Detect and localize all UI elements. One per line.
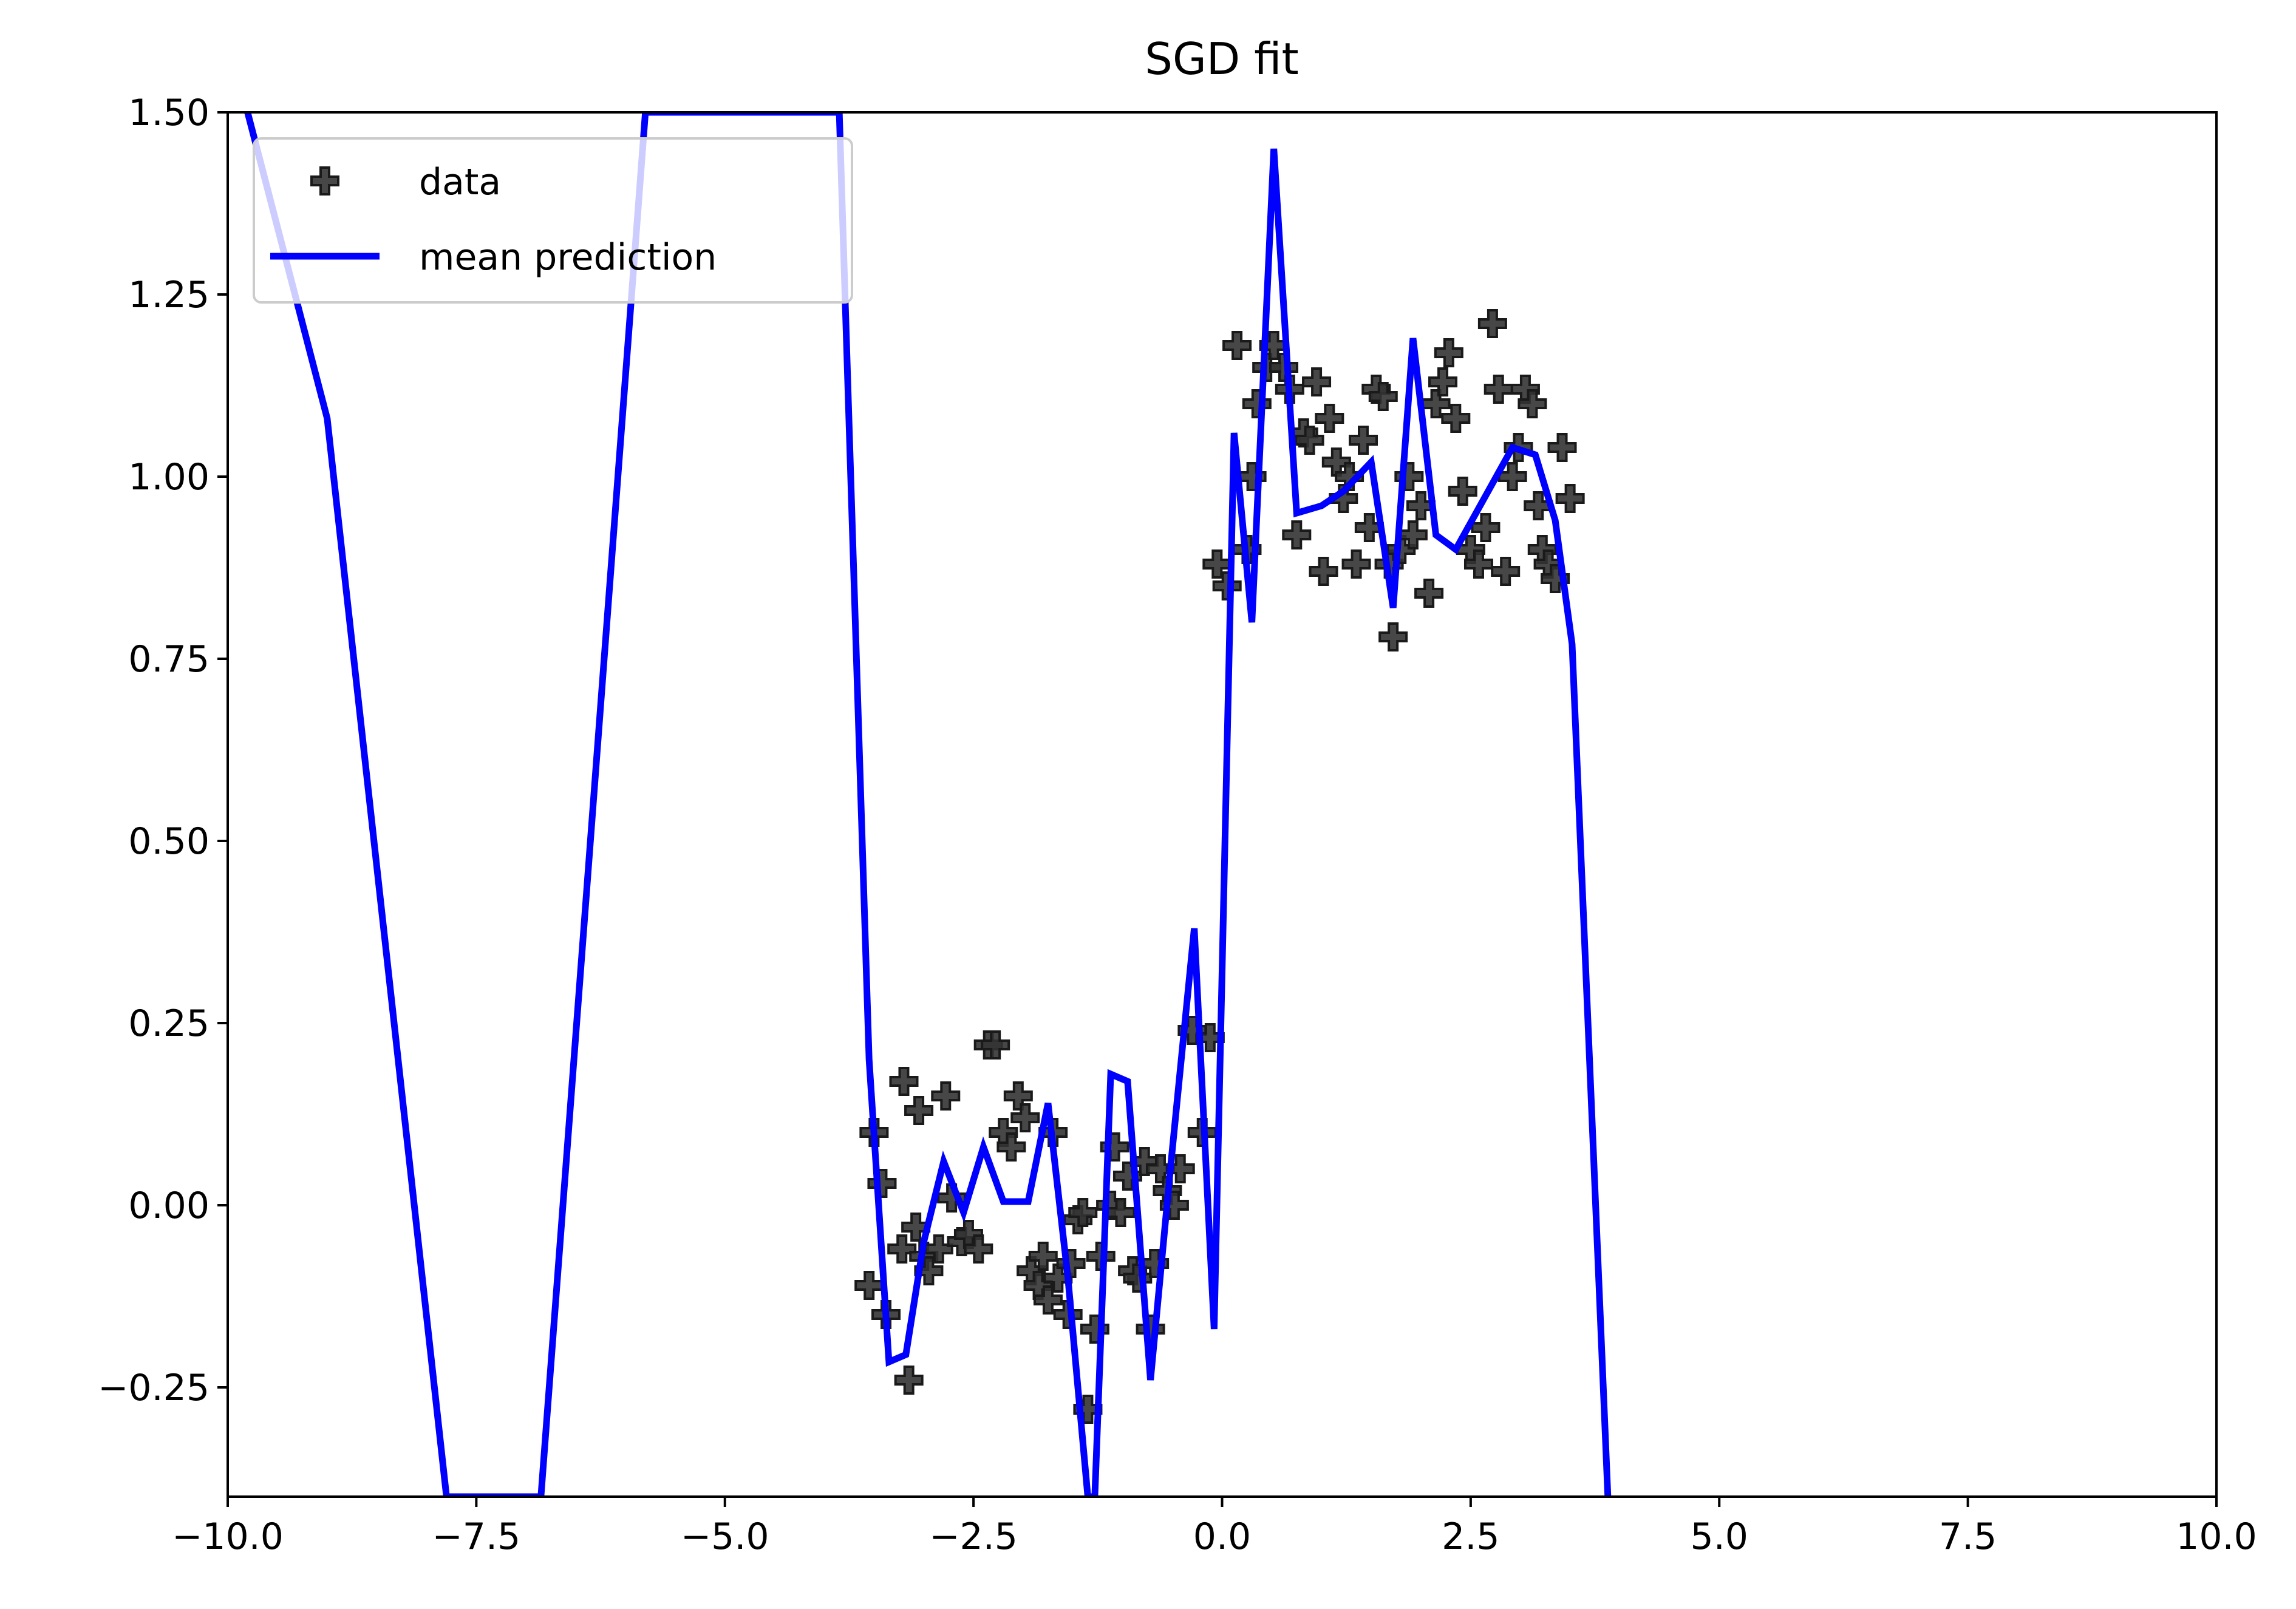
data-point (1477, 309, 1507, 338)
x-tick-label: 10.0 (2176, 1515, 2257, 1558)
data-point (1484, 375, 1513, 404)
y-tick-label: −0.25 (98, 1367, 210, 1409)
data-point (1448, 477, 1477, 506)
data-point (1518, 389, 1547, 418)
data-point (1096, 1191, 1126, 1220)
data-point (1242, 389, 1272, 418)
data-point (1302, 367, 1332, 396)
x-tick-label: 7.5 (1939, 1515, 1997, 1558)
mean-prediction-line (243, 112, 1612, 1497)
data-point (1441, 404, 1471, 433)
data-point (1329, 484, 1358, 513)
data-point (894, 1366, 924, 1395)
data-point (1259, 331, 1289, 360)
x-tick-label: −10.0 (172, 1515, 284, 1558)
data-point (1341, 549, 1371, 579)
y-axis: −0.25 0.00 0.25 0.50 0.75 1.00 1.25 1.50 (98, 92, 228, 1409)
data-point (1028, 1242, 1058, 1271)
legend-data-label: data (419, 161, 501, 203)
y-tick-label: 1.25 (128, 274, 210, 316)
data-point (901, 1213, 931, 1242)
y-tick-label: 0.00 (128, 1185, 210, 1227)
data-point (1033, 1285, 1063, 1315)
mean-prediction-layer (243, 112, 1612, 1497)
data-point (1378, 622, 1408, 651)
data-point (981, 1030, 1010, 1060)
plot-frame (227, 111, 2218, 1498)
data-point (1386, 535, 1416, 564)
data-point (1309, 557, 1338, 586)
data-point (1394, 462, 1424, 491)
data-point (854, 1271, 884, 1300)
data-point (1555, 484, 1585, 513)
data-point (1222, 331, 1252, 360)
data-point (1282, 520, 1312, 549)
data-point (1202, 549, 1232, 579)
data-point (914, 1256, 944, 1285)
x-tick-label: −7.5 (432, 1515, 521, 1558)
data-point (1010, 1103, 1040, 1132)
data-point (889, 1067, 919, 1096)
data-point (867, 1169, 897, 1198)
data-point (1547, 433, 1577, 462)
data-point (1354, 513, 1384, 542)
x-tick-label: −2.5 (929, 1515, 1018, 1558)
data-point (931, 1081, 961, 1111)
x-tick-label: 5.0 (1691, 1515, 1748, 1558)
data-point (1315, 404, 1344, 433)
data-points (854, 309, 1585, 1424)
data-point (887, 1234, 917, 1264)
data-point (904, 1096, 934, 1125)
data-point (1524, 491, 1553, 520)
legend-data-marker (310, 166, 339, 196)
data-point (1491, 557, 1521, 586)
legend-box (253, 137, 853, 304)
y-tick-label: 0.75 (128, 638, 210, 681)
y-tick-label: 1.50 (128, 92, 210, 134)
y-tick-label: 0.25 (128, 1002, 210, 1045)
data-point (1434, 338, 1463, 367)
legend-mean-prediction-label: mean prediction (419, 236, 717, 279)
data-point (1165, 1154, 1195, 1183)
data-point (1428, 367, 1458, 396)
x-tick-label: 0.0 (1193, 1515, 1251, 1558)
data-point (1368, 382, 1398, 411)
legend: data mean prediction (253, 137, 853, 304)
chart-title: SGD fit (1145, 33, 1298, 84)
y-tick-label: 1.00 (128, 456, 210, 498)
data-point (1406, 491, 1436, 520)
data-point (1056, 1249, 1086, 1278)
plot-area (243, 112, 1612, 1497)
data-point (1068, 1198, 1098, 1227)
data-point (1100, 1132, 1129, 1162)
data-point (1295, 426, 1324, 455)
y-tick-label: 0.50 (128, 820, 210, 863)
data-point (1463, 549, 1493, 579)
x-axis: −10.0 −7.5 −5.0 −2.5 0.0 2.5 5.0 7.5 10.0 (172, 1497, 2257, 1558)
x-tick-label: 2.5 (1442, 1515, 1499, 1558)
data-point (1349, 426, 1378, 455)
data-point (1414, 579, 1444, 608)
data-point (1043, 1264, 1073, 1293)
data-point (1335, 462, 1364, 491)
data-point (1159, 1191, 1189, 1220)
data-point (964, 1234, 993, 1264)
x-tick-label: −5.0 (681, 1515, 769, 1558)
data-point (996, 1132, 1026, 1162)
data-point (1073, 1395, 1103, 1424)
